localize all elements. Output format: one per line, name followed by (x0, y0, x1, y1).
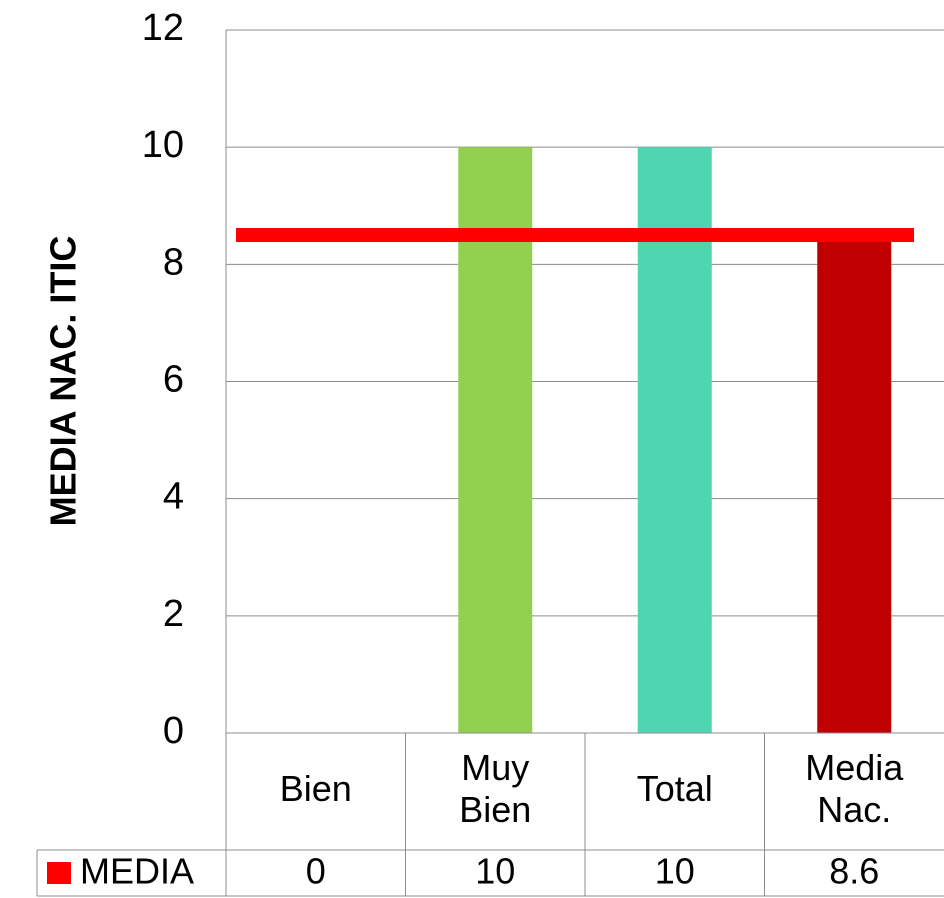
y-tick-label: 0 (163, 710, 184, 752)
y-axis-label: MEDIA NAC. ITIC (43, 236, 84, 527)
category-label: Nac. (817, 789, 891, 830)
category-label: Muy (461, 747, 529, 788)
category-label: Bien (459, 789, 531, 830)
category-label: Bien (280, 768, 352, 809)
legend-swatch (47, 862, 71, 884)
y-tick-label: 6 (163, 359, 184, 401)
y-tick-label: 2 (163, 593, 184, 635)
bar (817, 229, 892, 733)
data-label: 10 (655, 851, 695, 892)
category-label: Media (805, 747, 904, 788)
data-label: 0 (306, 851, 326, 892)
legend-label: MEDIA (80, 851, 194, 892)
y-tick-label: 8 (163, 241, 184, 283)
data-label: 8.6 (829, 851, 879, 892)
y-tick-label: 4 (163, 476, 184, 518)
category-label: Total (637, 768, 713, 809)
data-label: 10 (475, 851, 515, 892)
bar (637, 147, 712, 733)
bars (458, 147, 892, 733)
y-tick-label: 10 (142, 124, 184, 166)
bar (458, 147, 533, 733)
y-tick-label: 12 (142, 7, 184, 49)
y-tick-labels: 0 2 4 6 8 10 12 (142, 7, 184, 752)
